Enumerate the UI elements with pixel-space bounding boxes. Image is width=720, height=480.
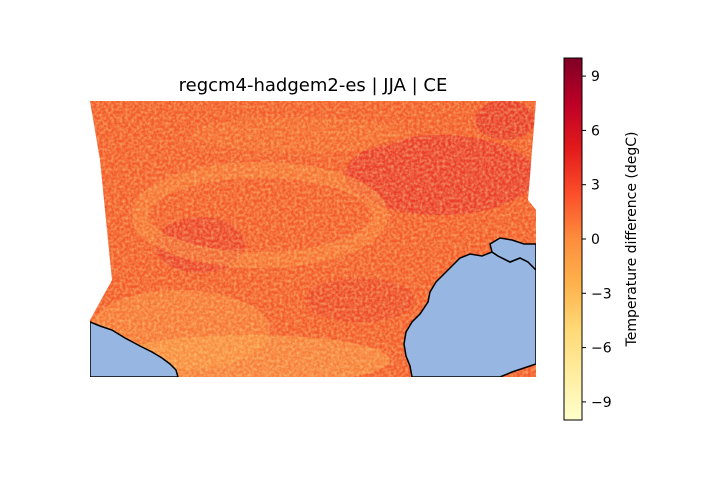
colorbar-scale	[563, 57, 583, 421]
temperature-field	[90, 101, 536, 377]
colorbar-tick-label: 3	[591, 178, 600, 194]
colorbar-tick-label: −3	[591, 286, 612, 302]
colorbar-tick-label: 6	[591, 123, 600, 139]
colorbar-label: Temperature difference (degC)	[624, 132, 640, 348]
colorbar-tick-label: −9	[591, 395, 612, 411]
colorbar-tick-label: 0	[591, 232, 600, 248]
colorbar-tick-label: 9	[591, 69, 600, 85]
colorbar: −9 −6 −3 0 3 6 9 Temperature difference (degC)	[563, 57, 640, 421]
colorbar-tick-label: −6	[591, 341, 612, 357]
map-title: regcm4-hadgem2-es | JJA | CE	[179, 75, 448, 96]
ocean-west	[90, 320, 179, 377]
colorbar-ticks: −9 −6 −3 0 3 6 9	[582, 69, 612, 411]
coastline-gulf	[489, 237, 536, 272]
map-panel	[90, 101, 536, 377]
